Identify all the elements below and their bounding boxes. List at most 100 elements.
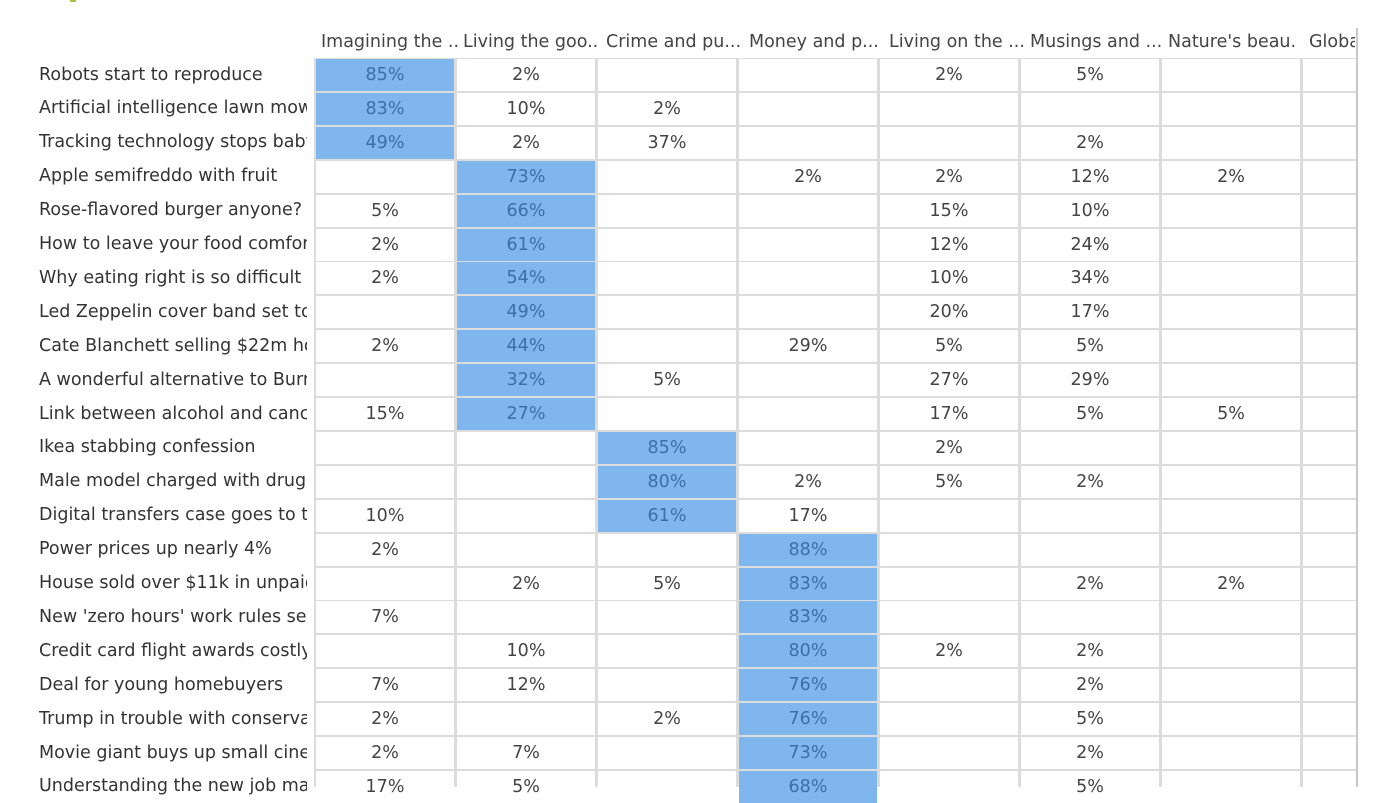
- table-cell[interactable]: 10%: [880, 262, 1018, 295]
- table-cell-highlighted[interactable]: 85%: [598, 431, 736, 464]
- table-cell[interactable]: 2%: [1021, 635, 1159, 668]
- table-cell[interactable]: [598, 398, 736, 430]
- table-cell[interactable]: [880, 567, 1018, 600]
- table-cell[interactable]: [1303, 431, 1356, 464]
- table-cell[interactable]: 20%: [880, 296, 1018, 329]
- table-cell-highlighted[interactable]: 66%: [457, 194, 595, 227]
- table-cell[interactable]: [739, 92, 877, 125]
- table-cell[interactable]: [1021, 92, 1159, 125]
- table-cell[interactable]: [1162, 262, 1300, 295]
- table-cell[interactable]: 17%: [880, 398, 1018, 430]
- column-header[interactable]: Nature's beau...: [1168, 32, 1298, 52]
- table-cell[interactable]: [739, 126, 877, 159]
- table-cell-highlighted[interactable]: 76%: [739, 703, 877, 736]
- table-cell[interactable]: [1162, 431, 1300, 464]
- table-cell-highlighted[interactable]: 80%: [739, 635, 877, 668]
- table-cell[interactable]: 12%: [880, 228, 1018, 261]
- table-cell[interactable]: [316, 567, 454, 600]
- table-cell[interactable]: [1303, 59, 1356, 91]
- table-cell-highlighted[interactable]: 27%: [457, 398, 595, 430]
- table-cell[interactable]: 7%: [316, 601, 454, 634]
- table-cell[interactable]: [739, 194, 877, 227]
- table-cell[interactable]: 2%: [316, 533, 454, 566]
- table-cell[interactable]: [1162, 330, 1300, 363]
- table-cell[interactable]: [1162, 59, 1300, 91]
- table-cell[interactable]: 2%: [739, 465, 877, 498]
- table-cell[interactable]: 2%: [739, 160, 877, 193]
- column-header[interactable]: Living the goo...: [463, 32, 600, 52]
- table-cell[interactable]: 12%: [1021, 160, 1159, 193]
- row-label[interactable]: Robots start to reproduce: [39, 64, 263, 85]
- table-cell[interactable]: 5%: [1021, 330, 1159, 363]
- table-cell[interactable]: [739, 364, 877, 397]
- table-cell[interactable]: 37%: [598, 126, 736, 159]
- table-cell[interactable]: 2%: [316, 228, 454, 261]
- table-cell[interactable]: [1303, 398, 1356, 430]
- table-cell[interactable]: 5%: [1021, 59, 1159, 91]
- table-cell[interactable]: [739, 398, 877, 430]
- table-cell[interactable]: [1162, 465, 1300, 498]
- row-label[interactable]: Digital transfers case goes to trial: [39, 505, 307, 526]
- table-cell[interactable]: [1303, 262, 1356, 295]
- table-cell-highlighted[interactable]: 32%: [457, 364, 595, 397]
- table-cell[interactable]: [880, 601, 1018, 634]
- table-cell[interactable]: [880, 737, 1018, 769]
- table-cell[interactable]: [598, 59, 736, 91]
- table-cell[interactable]: 27%: [880, 364, 1018, 397]
- table-cell[interactable]: 29%: [739, 330, 877, 363]
- table-cell[interactable]: [1162, 669, 1300, 702]
- table-cell[interactable]: 15%: [316, 398, 454, 430]
- table-cell[interactable]: 2%: [1021, 737, 1159, 769]
- table-cell[interactable]: 2%: [1021, 126, 1159, 159]
- table-cell[interactable]: [457, 703, 595, 736]
- table-cell[interactable]: [739, 296, 877, 329]
- table-cell[interactable]: [1303, 669, 1356, 702]
- table-cell[interactable]: [598, 160, 736, 193]
- table-cell[interactable]: [739, 431, 877, 464]
- table-cell[interactable]: [1303, 160, 1356, 193]
- table-cell-highlighted[interactable]: 80%: [598, 465, 736, 498]
- row-label[interactable]: Led Zeppelin cover band set to ...: [39, 301, 307, 322]
- table-cell[interactable]: [880, 703, 1018, 736]
- table-cell[interactable]: [457, 431, 595, 464]
- row-label[interactable]: Apple semifreddo with fruit: [39, 166, 278, 187]
- table-cell[interactable]: [1162, 635, 1300, 668]
- row-label[interactable]: Cate Blanchett selling $22m ho...: [39, 335, 307, 356]
- table-cell[interactable]: [457, 601, 595, 634]
- table-cell-highlighted[interactable]: 83%: [739, 601, 877, 634]
- table-cell[interactable]: [598, 737, 736, 769]
- table-cell[interactable]: 24%: [1021, 228, 1159, 261]
- table-cell[interactable]: 12%: [457, 669, 595, 702]
- row-label[interactable]: Ikea stabbing confession: [39, 437, 256, 458]
- table-cell[interactable]: [1303, 499, 1356, 532]
- table-cell[interactable]: 2%: [457, 126, 595, 159]
- table-cell[interactable]: [1162, 92, 1300, 125]
- row-label[interactable]: Male model charged with drug ...: [39, 471, 307, 492]
- row-label[interactable]: Artificial intelligence lawn mow...: [39, 98, 307, 119]
- table-cell[interactable]: [739, 59, 877, 91]
- table-cell[interactable]: [880, 92, 1018, 125]
- row-label[interactable]: Rose-flavored burger anyone?: [39, 200, 303, 221]
- table-cell[interactable]: 5%: [880, 465, 1018, 498]
- table-cell-highlighted[interactable]: 83%: [739, 567, 877, 600]
- table-cell[interactable]: [1303, 364, 1356, 397]
- table-cell[interactable]: [598, 635, 736, 668]
- table-cell[interactable]: [316, 296, 454, 329]
- table-cell[interactable]: [1162, 703, 1300, 736]
- table-cell[interactable]: [1303, 126, 1356, 159]
- table-cell[interactable]: [1303, 533, 1356, 566]
- table-cell[interactable]: 2%: [598, 703, 736, 736]
- table-cell-highlighted[interactable]: 73%: [457, 160, 595, 193]
- column-header[interactable]: Globa: [1309, 32, 1355, 52]
- table-cell[interactable]: 2%: [316, 262, 454, 295]
- table-cell[interactable]: 5%: [598, 567, 736, 600]
- table-cell[interactable]: [598, 194, 736, 227]
- table-cell[interactable]: 5%: [1021, 398, 1159, 430]
- table-cell[interactable]: [1303, 601, 1356, 634]
- table-cell[interactable]: 17%: [1021, 296, 1159, 329]
- table-cell[interactable]: 2%: [1162, 160, 1300, 193]
- row-label[interactable]: Credit card flight awards costly: [39, 640, 307, 661]
- table-cell[interactable]: [1303, 330, 1356, 363]
- table-cell-highlighted[interactable]: 88%: [739, 533, 877, 566]
- table-cell[interactable]: [1021, 533, 1159, 566]
